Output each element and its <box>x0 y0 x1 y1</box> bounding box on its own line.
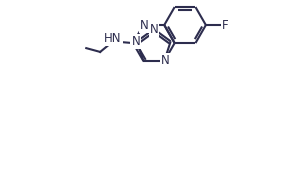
Text: N: N <box>131 35 140 48</box>
Text: N: N <box>140 19 149 32</box>
Text: HN: HN <box>104 32 122 45</box>
Text: N: N <box>161 54 170 67</box>
Text: N: N <box>149 23 158 36</box>
Text: F: F <box>222 19 229 32</box>
